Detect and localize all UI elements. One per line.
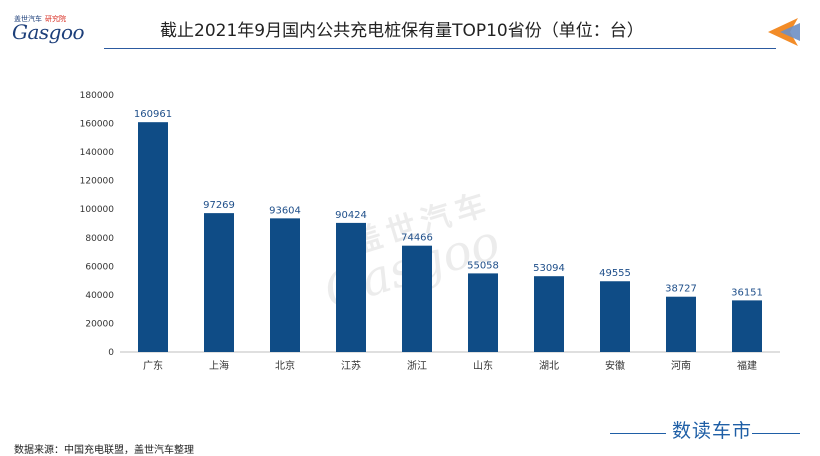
bar <box>732 300 762 352</box>
y-tick-label: 160000 <box>80 120 115 130</box>
data-label: 53094 <box>533 263 565 274</box>
y-tick-label: 120000 <box>80 177 115 187</box>
y-tick-label: 60000 <box>85 262 114 272</box>
chart-area: 0 20000 40000 60000 80000 100000 120000 140000 1… <box>0 80 820 380</box>
y-tick-label: 0 <box>108 348 114 358</box>
brand-rule-right <box>752 433 800 434</box>
back-arrow-icon[interactable] <box>766 16 800 48</box>
logo-institute: 研究院 <box>45 15 66 23</box>
data-label: 55058 <box>467 260 499 271</box>
chart-title: 截止2021年9月国内公共充电桩保有量TOP10省份（单位：台） <box>160 21 644 41</box>
data-label: 93604 <box>269 205 301 216</box>
y-tick-label: 80000 <box>85 234 114 244</box>
brand-label: 数读车市 <box>672 420 753 442</box>
x-tick-label: 河南 <box>671 359 691 372</box>
bar <box>204 213 234 352</box>
logo-wordmark: Gasgoo <box>12 20 85 44</box>
x-tick-label: 江苏 <box>341 359 361 372</box>
x-tick-label: 北京 <box>275 359 295 372</box>
data-label: 74466 <box>401 233 433 244</box>
x-tick-label: 安徽 <box>605 359 625 372</box>
bar <box>138 122 168 352</box>
bar <box>468 273 498 352</box>
logo-brand-cn: 盖世汽车 <box>14 15 42 23</box>
data-label: 97269 <box>203 200 235 211</box>
x-tick-label: 福建 <box>737 359 757 372</box>
data-label: 90424 <box>335 210 367 221</box>
bar <box>534 276 564 352</box>
data-label: 38727 <box>665 284 697 295</box>
y-tick-label: 20000 <box>85 319 114 329</box>
logo-subtitle: 盖世汽车 研究院 <box>14 14 66 24</box>
bar <box>666 296 696 352</box>
data-label: 160961 <box>134 109 172 120</box>
bar <box>336 222 366 352</box>
x-tick-label: 上海 <box>209 359 229 372</box>
brand-rule-left <box>610 433 666 434</box>
y-tick-label: 40000 <box>85 291 114 301</box>
y-tick-label: 140000 <box>80 148 115 158</box>
gasgoo-logo: 盖世汽车 研究院 Gasgoo <box>8 14 98 44</box>
bar <box>600 281 630 352</box>
bar <box>402 245 432 352</box>
title-divider <box>104 48 776 49</box>
bar-chart: 0 20000 40000 60000 80000 100000 120000 140000 1… <box>80 91 780 372</box>
x-tick-label: 湖北 <box>539 360 559 372</box>
y-tick-label: 180000 <box>80 91 115 101</box>
data-label: 49555 <box>599 268 631 279</box>
x-tick-label: 山东 <box>473 359 493 372</box>
data-label: 36151 <box>731 287 763 298</box>
y-tick-label: 100000 <box>80 205 115 215</box>
x-tick-label: 浙江 <box>407 360 427 372</box>
bar <box>270 218 300 352</box>
x-tick-label: 广东 <box>143 359 163 372</box>
data-source-note: 数据来源：中国充电联盟，盖世汽车整理 <box>14 445 194 456</box>
